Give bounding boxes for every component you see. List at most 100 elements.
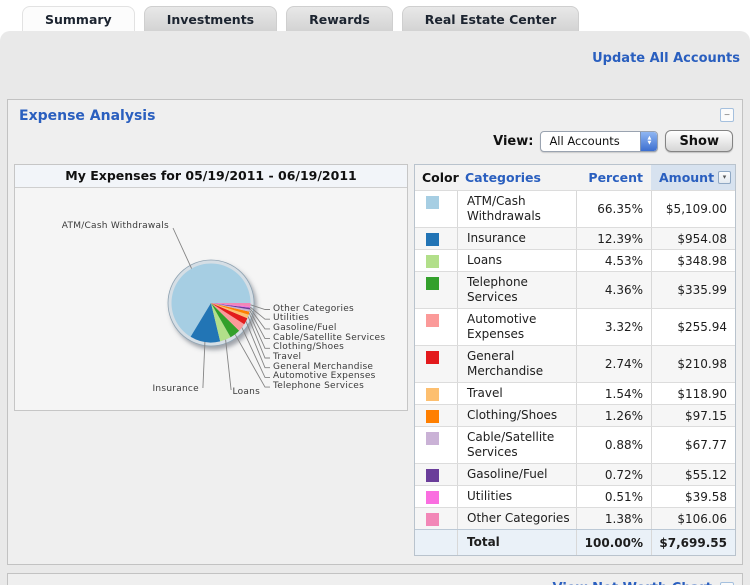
pie-leader-line (234, 334, 270, 388)
amount-cell: $5,109.00 (651, 191, 735, 227)
pie-leader-line (249, 310, 270, 340)
color-swatch (426, 410, 439, 423)
pie-callout-label: Clothing/Shoes (273, 342, 345, 353)
color-swatch (426, 513, 439, 526)
net-worth-panel: Net Worth Summary View Net Worth Chart − (7, 573, 743, 585)
category-cell: Cable/Satellite Services (457, 427, 576, 463)
color-swatch (426, 432, 439, 445)
view-net-worth-chart-link[interactable]: View Net Worth Chart (553, 581, 713, 585)
category-cell: ATM/Cash Withdrawals (457, 191, 576, 227)
percent-cell: 12.39% (576, 228, 651, 249)
column-header-color: Color (422, 170, 459, 185)
percent-cell: 0.72% (576, 464, 651, 485)
category-cell: Automotive Expenses (457, 309, 576, 345)
pie-callout-label: Travel (273, 352, 302, 362)
expense-analysis-title: Expense Analysis (19, 108, 156, 124)
percent-cell: 3.32% (576, 309, 651, 345)
table-row: Cable/Satellite Services 0.88% $67.77 (415, 426, 735, 463)
update-all-accounts-link[interactable]: Update All Accounts (592, 51, 740, 66)
pie-callout-label: Loans (232, 387, 261, 397)
accounts-select[interactable]: All Accounts ▲ ▼ (540, 130, 659, 152)
color-swatch (426, 314, 439, 327)
column-header-amount[interactable]: Amount ▾ (651, 165, 735, 190)
pie-callout-label: Other Categories (273, 303, 354, 314)
table-row: Telephone Services 4.36% $335.99 (415, 271, 735, 308)
table-row: Automotive Expenses 3.32% $255.94 (415, 308, 735, 345)
amount-cell: $97.15 (651, 405, 735, 426)
table-row: ATM/Cash Withdrawals 66.35% $5,109.00 (415, 190, 735, 227)
column-header-percent[interactable]: Percent (588, 170, 643, 185)
collapse-net-worth-button[interactable]: − (720, 581, 734, 585)
color-swatch (426, 388, 439, 401)
tab-content: Update All Accounts Expense Analysis − V… (0, 31, 750, 585)
amount-cell: $348.98 (651, 250, 735, 271)
table-row: Gasoline/Fuel 0.72% $55.12 (415, 463, 735, 485)
category-cell: Travel (457, 383, 576, 404)
pie-slice (211, 303, 249, 319)
minus-icon: − (724, 583, 730, 585)
pie-slice (211, 303, 250, 315)
pie-leader-line (172, 227, 193, 269)
pie-slice (211, 303, 250, 312)
tab-real-estate-center[interactable]: Real Estate Center (401, 6, 580, 31)
pie-callout-label: Automotive Expenses (273, 371, 376, 382)
pie-callout-label: Telephone Services (273, 381, 365, 392)
total-amount: $7,699.55 (651, 530, 735, 555)
total-label: Total (457, 530, 576, 555)
pie-leader-line (247, 316, 270, 359)
percent-cell: 2.74% (576, 346, 651, 382)
pie-slice (211, 303, 251, 308)
percent-cell: 4.36% (576, 272, 651, 308)
category-cell: Other Categories (457, 508, 576, 529)
pie-slice (211, 303, 251, 307)
expense-pie-chart-box: My Expenses for 05/19/2011 - 06/19/2011 … (14, 164, 408, 411)
pie-callout-label: Cable/Satellite Services (273, 332, 386, 343)
total-row: Total 100.00% $7,699.55 (415, 529, 735, 555)
color-swatch (426, 491, 439, 504)
table-header-row: Color Categories Percent Amount ▾ (415, 165, 735, 190)
percent-cell: 0.51% (576, 486, 651, 507)
tab-rewards[interactable]: Rewards (286, 6, 393, 31)
pie-slice (190, 303, 221, 343)
show-button[interactable]: Show (665, 130, 733, 152)
color-swatch (426, 277, 439, 290)
pie-callout-label: General Merchandise (273, 361, 374, 372)
amount-cell: $210.98 (651, 346, 735, 382)
amount-sort-dropdown-icon[interactable]: ▾ (718, 171, 731, 184)
total-empty-cell (415, 530, 457, 555)
tab-summary[interactable]: Summary (22, 6, 135, 31)
category-cell: Loans (457, 250, 576, 271)
percent-cell: 1.54% (576, 383, 651, 404)
pie-callout-label: ATM/Cash Withdrawals (61, 221, 169, 231)
pie-leader-line (249, 308, 270, 330)
pie-leader-line (250, 304, 270, 310)
expense-table: Color Categories Percent Amount ▾ ATM/Ca… (414, 164, 736, 556)
table-body: ATM/Cash Withdrawals 66.35% $5,109.00 Insur… (415, 190, 735, 529)
pie-callout-label: Utilities (273, 313, 310, 324)
amount-cell: $106.06 (651, 508, 735, 529)
expense-analysis-panel: Expense Analysis − View: All Accounts ▲ ▼… (7, 99, 743, 565)
color-swatch (426, 469, 439, 482)
percent-cell: 1.38% (576, 508, 651, 529)
category-cell: General Merchandise (457, 346, 576, 382)
percent-cell: 0.88% (576, 427, 651, 463)
accounts-select-value: All Accounts (549, 134, 620, 148)
percent-cell: 4.53% (576, 250, 651, 271)
pie-slice (211, 303, 240, 338)
collapse-expense-button[interactable]: − (720, 108, 734, 122)
category-cell: Gasoline/Fuel (457, 464, 576, 485)
column-header-categories[interactable]: Categories (465, 170, 541, 185)
amount-cell: $67.77 (651, 427, 735, 463)
pie-leader-line (245, 321, 270, 369)
amount-header-label: Amount (659, 170, 715, 185)
tab-investments[interactable]: Investments (143, 6, 278, 31)
table-row: Clothing/Shoes 1.26% $97.15 (415, 404, 735, 426)
pie-leader-line (225, 339, 232, 391)
color-swatch (426, 196, 439, 209)
table-row: Utilities 0.51% $39.58 (415, 485, 735, 507)
category-cell: Clothing/Shoes (457, 405, 576, 426)
amount-cell: $55.12 (651, 464, 735, 485)
chart-title: My Expenses for 05/19/2011 - 06/19/2011 (15, 165, 407, 188)
pie-leader-line (250, 306, 270, 320)
amount-cell: $118.90 (651, 383, 735, 404)
